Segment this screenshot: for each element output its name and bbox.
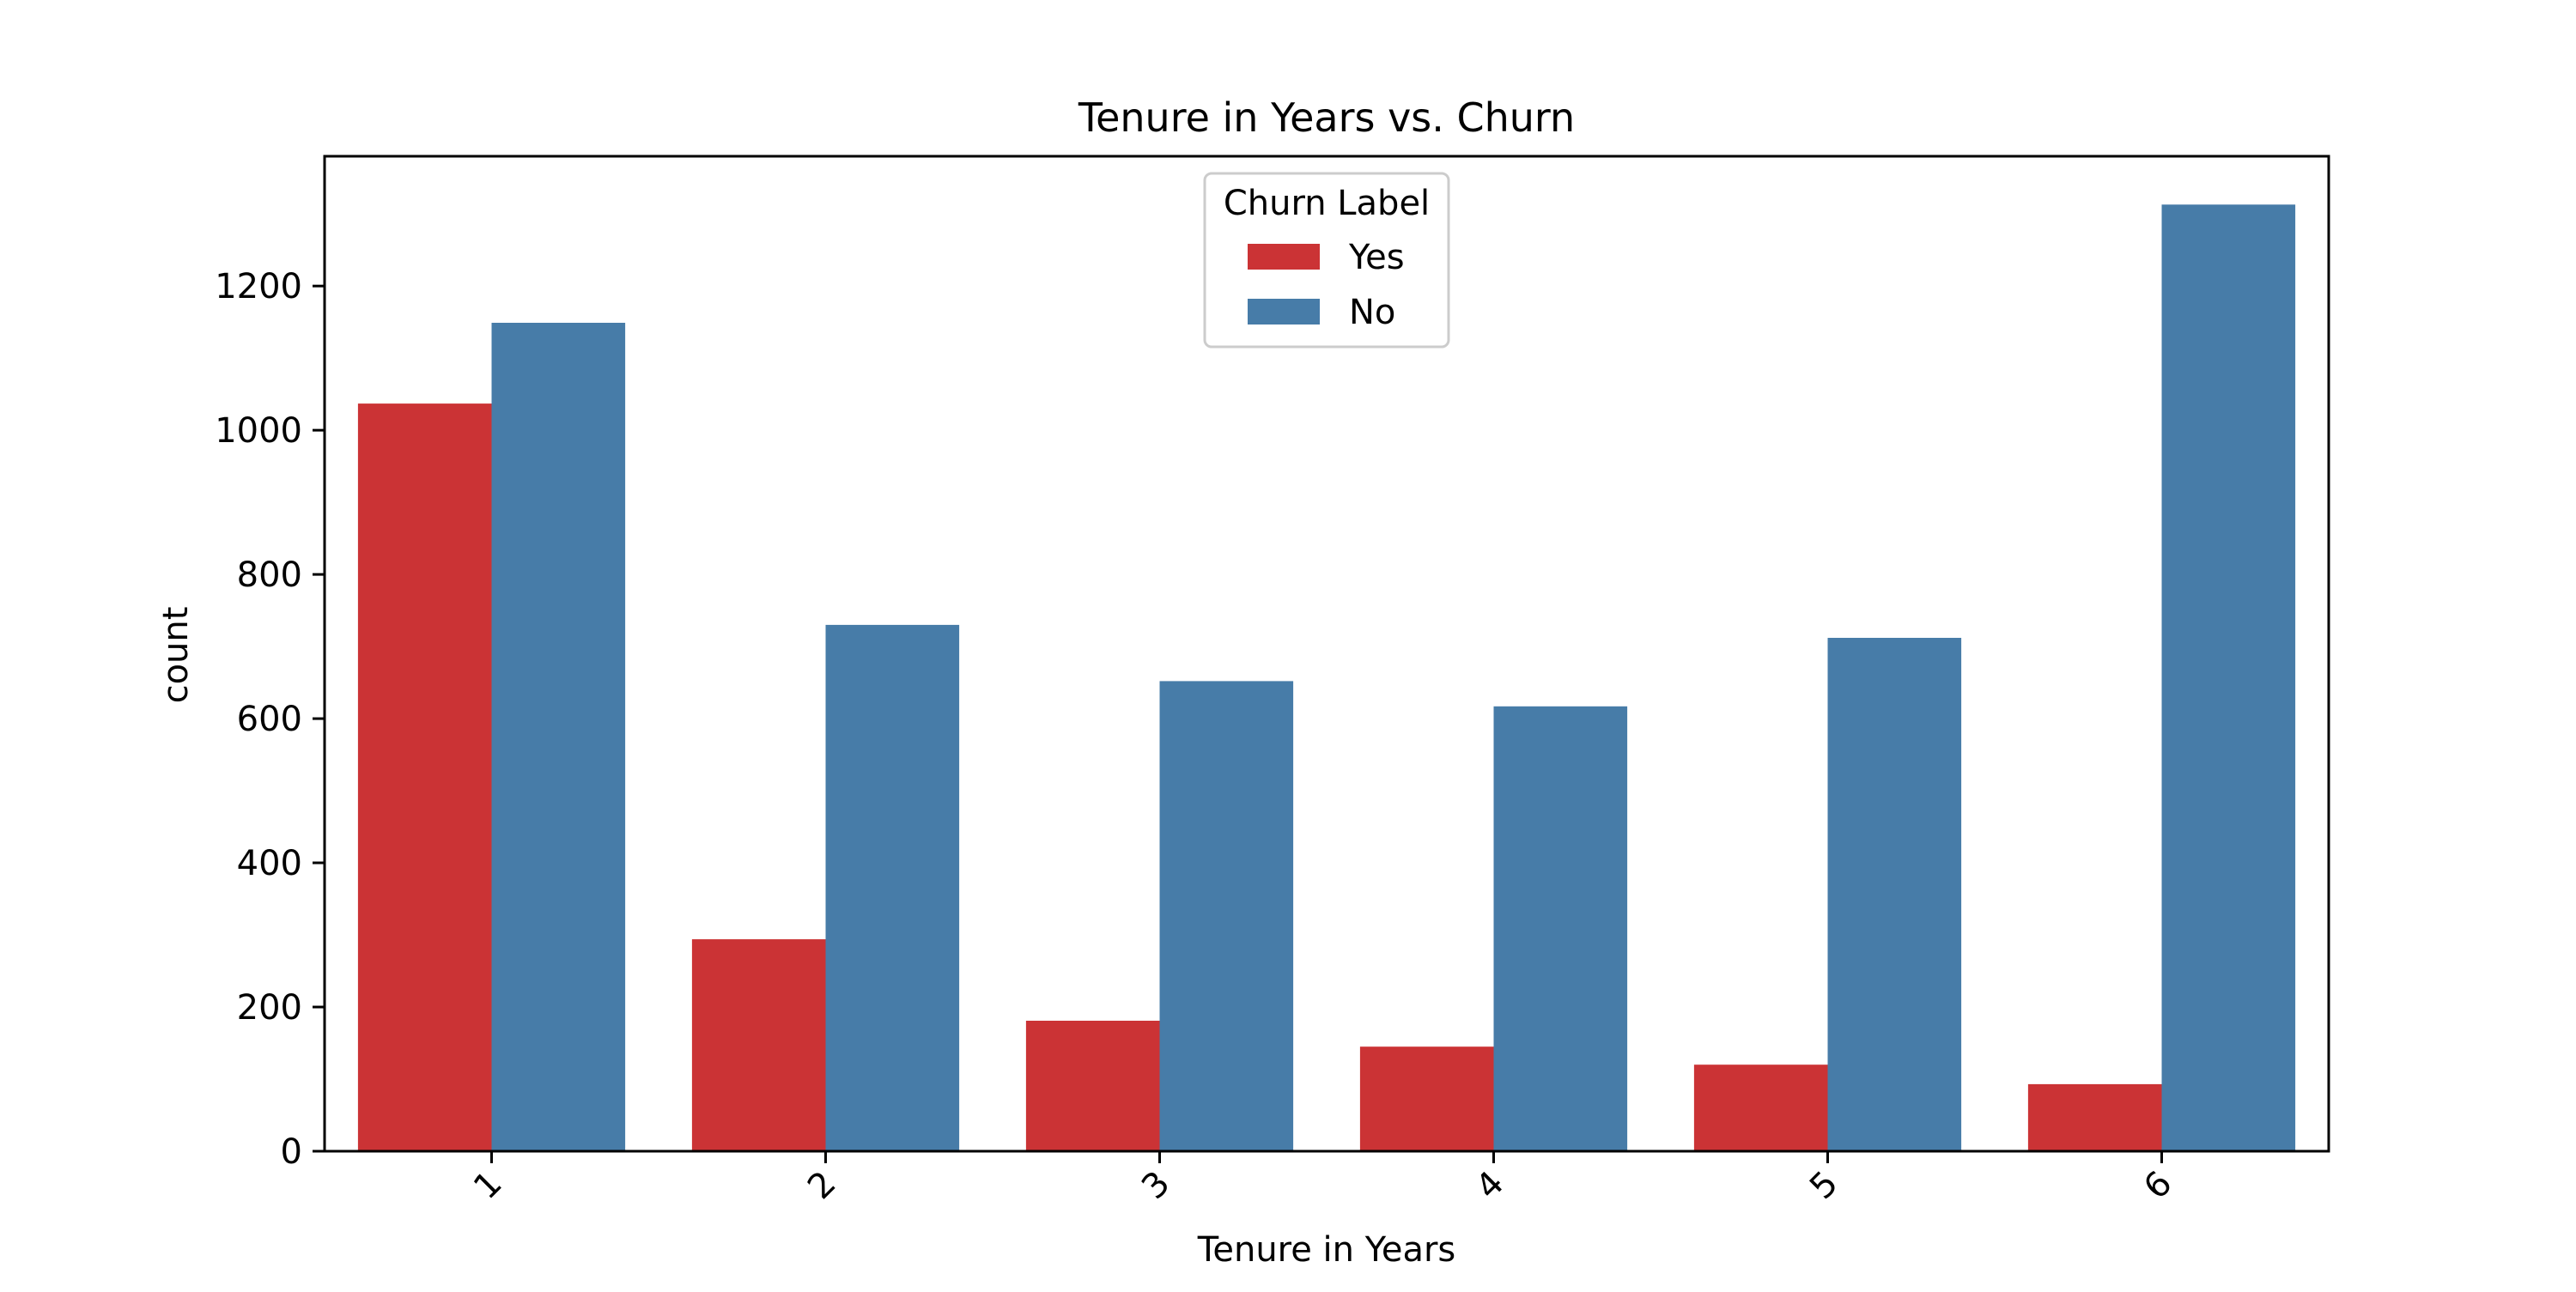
y-tick-label: 600 <box>237 700 302 739</box>
x-axis-label: Tenure in Years <box>1197 1230 1456 1270</box>
y-tick-label: 1000 <box>215 411 302 451</box>
bar-no-4 <box>1493 706 1628 1151</box>
y-tick-label: 200 <box>237 988 302 1028</box>
chart-title: Tenure in Years vs. Churn <box>1078 94 1575 141</box>
legend-swatch-yes <box>1248 244 1320 270</box>
y-tick-label: 0 <box>281 1132 302 1172</box>
legend-title: Churn Label <box>1224 184 1430 223</box>
y-tick-label: 800 <box>237 555 302 595</box>
bar-yes-1 <box>357 403 492 1152</box>
bar-yes-6 <box>2027 1083 2162 1151</box>
legend-swatch-no <box>1248 299 1320 325</box>
y-tick-label: 400 <box>237 844 302 883</box>
bar-yes-2 <box>691 939 826 1151</box>
y-axis-label: count <box>156 607 196 704</box>
bar-yes-5 <box>1693 1065 1828 1151</box>
y-tick-label: 1200 <box>215 267 302 306</box>
bar-no-3 <box>1159 681 1294 1151</box>
legend-label-yes: Yes <box>1348 238 1405 277</box>
legend-label-no: No <box>1349 293 1395 332</box>
bar-no-5 <box>1827 638 1962 1151</box>
bar-yes-3 <box>1025 1021 1160 1151</box>
bar-no-6 <box>2161 204 2296 1151</box>
axes-frame <box>323 155 2330 1153</box>
bar-no-1 <box>491 323 626 1151</box>
bar-yes-4 <box>1359 1046 1494 1151</box>
bar-no-2 <box>825 624 960 1151</box>
legend: Churn Label Yes No <box>1203 172 1450 349</box>
